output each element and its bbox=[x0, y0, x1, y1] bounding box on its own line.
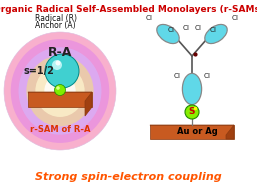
Ellipse shape bbox=[205, 25, 227, 43]
Text: Radical (R): Radical (R) bbox=[35, 14, 77, 23]
Text: Organic Radical Self-Assembled Monolayers (r-SAMs): Organic Radical Self-Assembled Monolayer… bbox=[0, 5, 257, 14]
Ellipse shape bbox=[11, 39, 109, 143]
Polygon shape bbox=[85, 92, 92, 116]
Ellipse shape bbox=[26, 56, 94, 126]
Text: r-SAM of R-A: r-SAM of R-A bbox=[30, 125, 90, 133]
Text: Anchor (A): Anchor (A) bbox=[35, 21, 76, 30]
Circle shape bbox=[54, 84, 66, 95]
Text: R-A: R-A bbox=[48, 46, 72, 60]
Text: Cl: Cl bbox=[209, 27, 216, 33]
Text: Cl: Cl bbox=[145, 15, 152, 21]
Text: Cl: Cl bbox=[204, 73, 210, 79]
Ellipse shape bbox=[4, 32, 116, 150]
Circle shape bbox=[185, 105, 199, 119]
Text: S: S bbox=[189, 108, 195, 116]
Ellipse shape bbox=[157, 25, 179, 43]
Text: s=1/2: s=1/2 bbox=[23, 66, 54, 76]
Text: Strong spin-electron coupling: Strong spin-electron coupling bbox=[35, 172, 222, 182]
Circle shape bbox=[45, 54, 79, 88]
Circle shape bbox=[56, 60, 60, 66]
Ellipse shape bbox=[44, 74, 76, 108]
Text: Au or Ag: Au or Ag bbox=[177, 128, 217, 136]
Polygon shape bbox=[28, 92, 92, 107]
Ellipse shape bbox=[183, 74, 201, 104]
Text: Cl: Cl bbox=[182, 25, 189, 31]
Polygon shape bbox=[28, 92, 92, 101]
Text: Cl: Cl bbox=[232, 15, 238, 21]
Circle shape bbox=[52, 60, 62, 70]
Ellipse shape bbox=[19, 47, 102, 135]
Polygon shape bbox=[226, 125, 234, 139]
Text: Cl: Cl bbox=[168, 27, 175, 33]
Ellipse shape bbox=[182, 73, 202, 105]
Ellipse shape bbox=[156, 24, 180, 44]
Text: Cl: Cl bbox=[195, 25, 201, 31]
Ellipse shape bbox=[35, 65, 85, 117]
Ellipse shape bbox=[204, 24, 228, 44]
Circle shape bbox=[56, 86, 60, 90]
Polygon shape bbox=[150, 125, 234, 135]
Polygon shape bbox=[150, 125, 234, 139]
Text: Cl: Cl bbox=[173, 73, 180, 79]
